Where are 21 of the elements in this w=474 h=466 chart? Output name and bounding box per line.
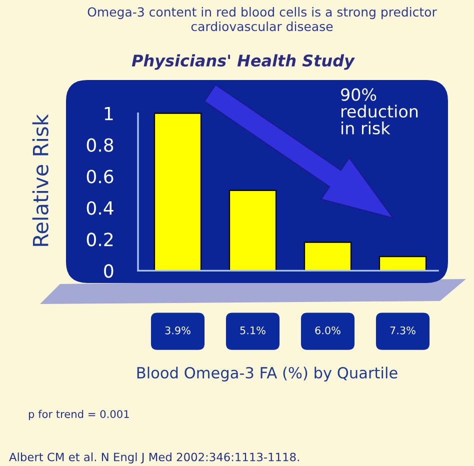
bar [304,242,352,272]
y-axis-title: Relative Risk [32,114,48,246]
annotation: 90% reduction in risk [341,88,418,134]
text: Albert CM et al. N Engl J Med 2002:346:1113-1118. [9,452,299,464]
bar [378,256,427,272]
x-tick-label: 3.9% [165,326,190,334]
x-tick-label: 7.3% [390,326,416,334]
y-tick-label: 1 [104,106,113,120]
x-tick-label: 5.1% [240,326,266,334]
x-tick-label: 6.0% [315,326,340,334]
text: p for trend = 0.001 [28,410,129,420]
bar [154,112,202,272]
x-axis-title: Blood Omega-3 FA (%) by Quartile [137,366,398,382]
y-tick-label: 0.2 [86,232,113,246]
chart-title: Physicians' Health Study [132,54,356,70]
chart-subtitle: Omega-3 content in red blood cells is a strong predictor cardiovascular disease [88,7,437,32]
y-tick-label: 0.4 [86,201,114,215]
bar [228,190,277,272]
y-tick-label: 0.6 [86,170,114,184]
y-tick-label: 0.8 [86,138,114,152]
y-tick-label: 0 [104,264,114,278]
